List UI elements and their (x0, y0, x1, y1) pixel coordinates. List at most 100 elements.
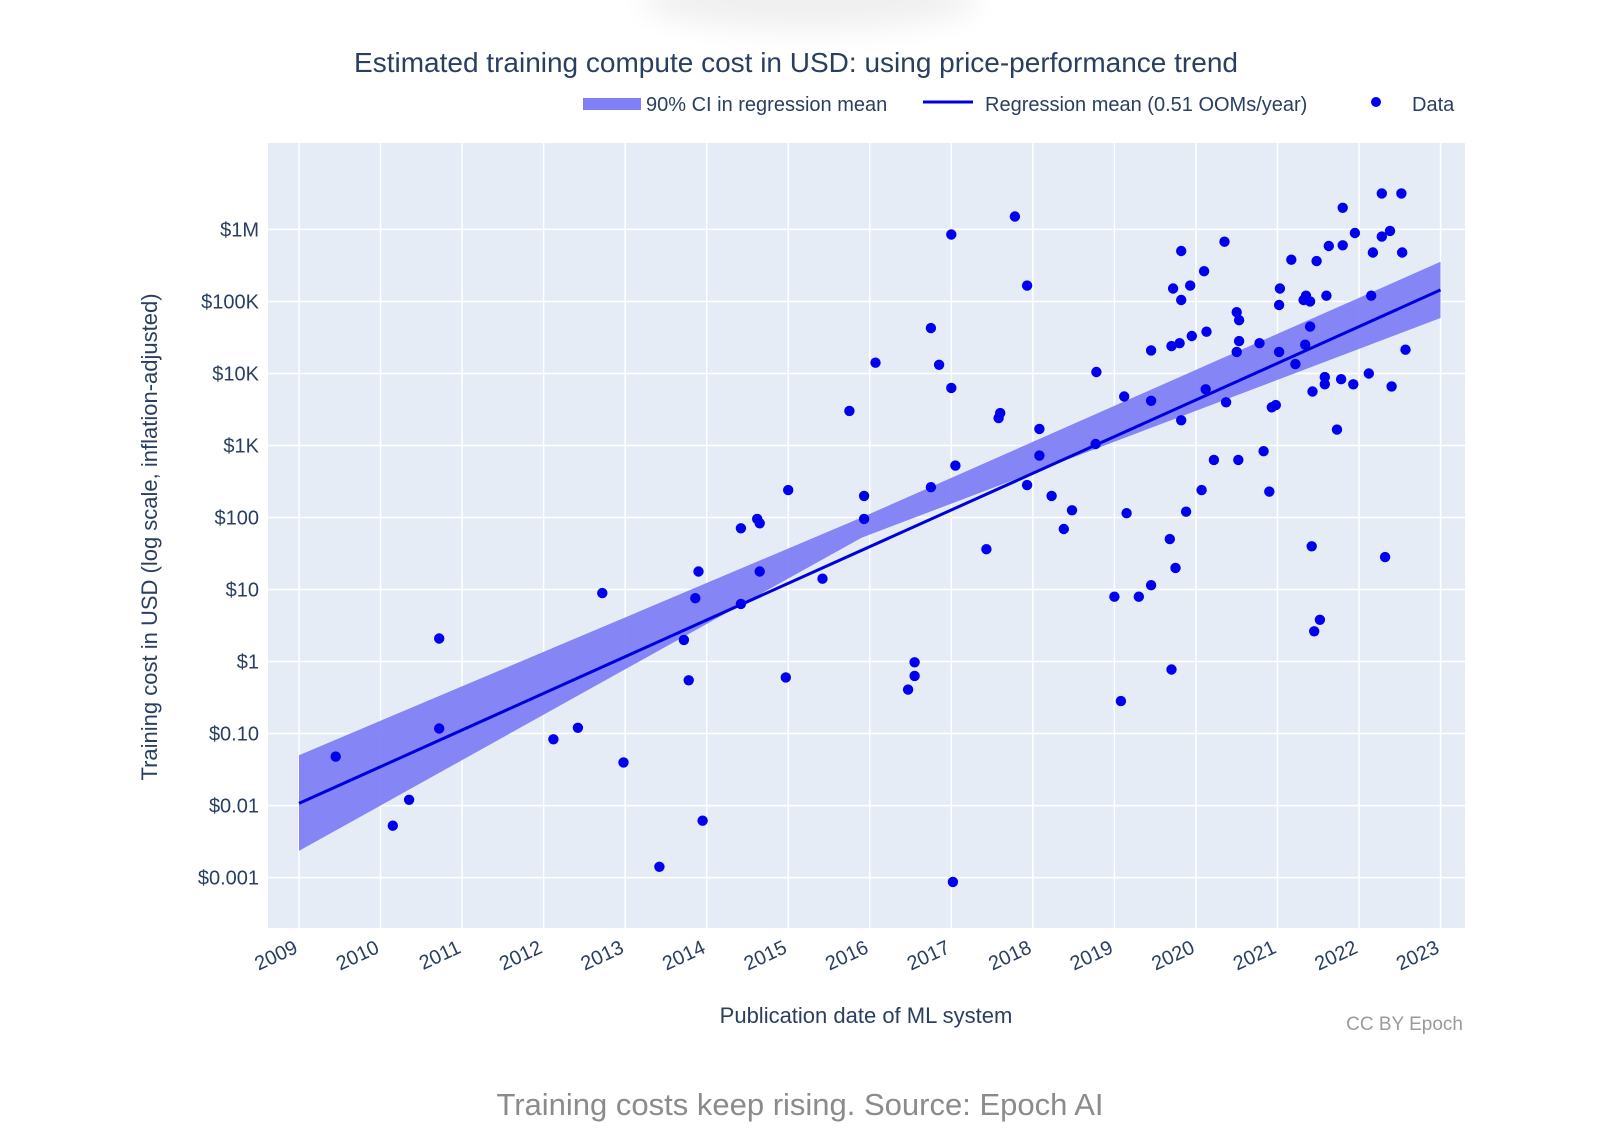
data-point[interactable] (1337, 202, 1348, 213)
data-point[interactable] (1176, 294, 1187, 306)
data-point[interactable] (1185, 280, 1196, 291)
data-point[interactable] (1335, 374, 1347, 385)
data-point[interactable] (1400, 344, 1411, 355)
data-point[interactable] (1167, 283, 1179, 294)
data-point[interactable] (1348, 379, 1359, 390)
data-point[interactable] (1220, 397, 1232, 408)
data-point[interactable] (1176, 245, 1187, 257)
data-point[interactable] (902, 684, 914, 695)
data-point[interactable] (1046, 490, 1057, 502)
data-point[interactable] (1367, 247, 1379, 258)
data-point[interactable] (783, 484, 794, 496)
data-point[interactable] (1145, 345, 1157, 356)
data-point[interactable] (1109, 591, 1120, 602)
data-point[interactable] (1034, 450, 1045, 461)
data-point[interactable] (690, 593, 701, 604)
data-point[interactable] (1058, 523, 1070, 535)
data-point[interactable] (858, 513, 870, 525)
data-point[interactable] (735, 598, 747, 610)
data-point[interactable] (1200, 384, 1211, 395)
data-point[interactable] (1133, 591, 1145, 602)
data-point[interactable] (434, 633, 445, 644)
data-point[interactable] (1319, 379, 1331, 390)
data-point[interactable] (1309, 626, 1320, 637)
data-point[interactable] (1349, 227, 1361, 239)
data-point[interactable] (1386, 381, 1397, 392)
data-point[interactable] (1231, 346, 1242, 358)
data-point[interactable] (1233, 315, 1245, 326)
data-point[interactable] (1180, 506, 1192, 517)
data-point[interactable] (1258, 446, 1269, 457)
data-point[interactable] (1273, 346, 1285, 358)
data-point[interactable] (548, 734, 559, 745)
data-point[interactable] (1066, 505, 1078, 516)
data-point[interactable] (947, 876, 959, 888)
data-point[interactable] (1274, 283, 1286, 294)
data-point[interactable] (1306, 541, 1317, 552)
legend-label-data[interactable]: Data (1412, 94, 1455, 116)
data-point[interactable] (909, 657, 920, 668)
data-point[interactable] (1119, 391, 1130, 402)
data-point[interactable] (933, 359, 945, 370)
data-point[interactable] (1164, 533, 1176, 545)
data-point[interactable] (1307, 386, 1318, 397)
data-point[interactable] (1166, 664, 1177, 675)
data-point[interactable] (1009, 211, 1021, 222)
data-point[interactable] (1290, 358, 1301, 370)
data-point[interactable] (754, 518, 765, 529)
data-point[interactable] (1233, 454, 1244, 466)
data-point[interactable] (780, 672, 791, 683)
data-point[interactable] (387, 820, 398, 831)
data-point[interactable] (1337, 240, 1348, 251)
data-point[interactable] (618, 757, 629, 768)
data-point[interactable] (693, 566, 704, 577)
data-point[interactable] (1396, 188, 1407, 199)
data-point[interactable] (946, 229, 957, 240)
data-point[interactable] (1321, 290, 1332, 301)
data-point[interactable] (572, 722, 584, 733)
data-point[interactable] (909, 670, 920, 682)
data-point[interactable] (1201, 326, 1212, 337)
data-point[interactable] (1021, 479, 1033, 491)
data-point[interactable] (654, 861, 665, 872)
data-point[interactable] (981, 544, 992, 555)
data-point[interactable] (1254, 338, 1265, 349)
data-point[interactable] (1264, 486, 1275, 497)
data-point[interactable] (1219, 236, 1230, 247)
data-point[interactable] (683, 675, 694, 686)
data-point[interactable] (1363, 368, 1375, 379)
data-point[interactable] (1323, 240, 1335, 252)
data-point[interactable] (1311, 255, 1322, 267)
data-point[interactable] (1319, 371, 1331, 383)
data-point[interactable] (697, 815, 708, 826)
data-point[interactable] (1090, 438, 1101, 450)
data-point[interactable] (1286, 254, 1297, 265)
data-point[interactable] (950, 460, 961, 471)
data-point[interactable] (1091, 366, 1102, 378)
data-point[interactable] (1021, 280, 1033, 291)
legend-label-band[interactable]: 90% CI in regression mean (646, 94, 887, 116)
data-point[interactable] (1366, 290, 1377, 301)
data-point[interactable] (995, 407, 1006, 419)
data-point[interactable] (1145, 580, 1157, 591)
data-point[interactable] (858, 490, 870, 502)
data-point[interactable] (434, 723, 445, 734)
data-point[interactable] (1186, 330, 1198, 342)
data-point[interactable] (1121, 508, 1132, 519)
data-point[interactable] (1304, 321, 1316, 332)
data-point[interactable] (1233, 335, 1245, 347)
data-point[interactable] (1379, 551, 1391, 563)
data-point[interactable] (1208, 454, 1220, 466)
data-point[interactable] (1376, 188, 1388, 199)
data-point[interactable] (735, 523, 747, 534)
data-point[interactable] (678, 634, 690, 646)
data-point[interactable] (925, 482, 937, 493)
data-point[interactable] (844, 405, 855, 417)
data-point[interactable] (925, 322, 937, 334)
data-point[interactable] (754, 566, 765, 577)
data-point[interactable] (1314, 614, 1326, 625)
data-point[interactable] (1198, 266, 1210, 277)
data-point[interactable] (1304, 296, 1316, 307)
data-point[interactable] (597, 587, 608, 599)
data-point[interactable] (1270, 399, 1282, 411)
